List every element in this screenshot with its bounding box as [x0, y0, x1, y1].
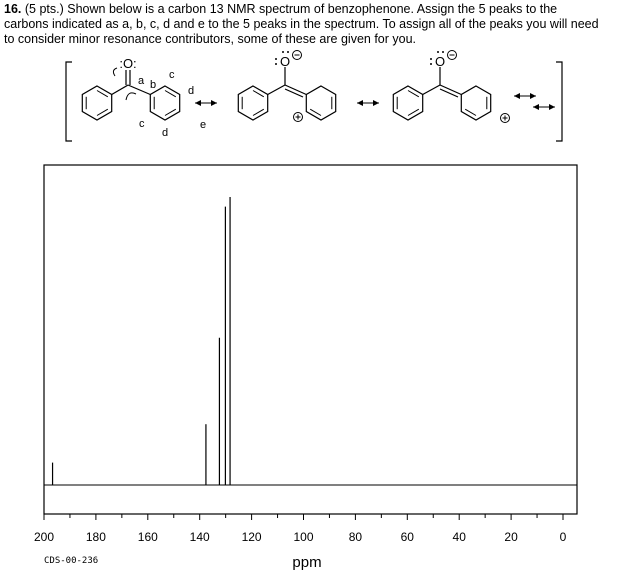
carbon-label: e: [200, 119, 206, 131]
x-tick-label: 80: [349, 530, 363, 544]
charge: [447, 50, 457, 60]
charge: [292, 50, 302, 60]
carbon-label: c: [169, 69, 175, 81]
x-tick-label: 140: [190, 530, 210, 544]
carbon-label: d: [188, 85, 194, 97]
spectrum-code: CDS-00-236: [44, 556, 98, 566]
x-tick-label: 180: [86, 530, 106, 544]
ring: [82, 86, 111, 120]
question-text: (5 pts.) Shown below is a carbon 13 NMR …: [24, 2, 558, 16]
carbon-label: b: [150, 79, 156, 91]
bonds: [111, 70, 151, 96]
curved-arrow: [112, 67, 118, 77]
resonance-arrow: [513, 92, 537, 100]
structures: :O: a b c c d d e O O: [65, 50, 563, 142]
lone-pairs: [275, 51, 289, 65]
spectrum: ppm CDS-00-236 200 180 160 140 120 100 80 60 40 2…: [34, 164, 578, 571]
lone-pairs: [430, 51, 444, 65]
x-tick-label: 60: [401, 530, 415, 544]
ring: [461, 86, 490, 120]
frame: [43, 164, 578, 515]
brackets: [65, 61, 563, 142]
x-tick-label: 20: [504, 530, 518, 544]
x-axis-label: ppm: [292, 554, 321, 571]
x-tick-label: 120: [242, 530, 262, 544]
x-tick-label: 160: [138, 530, 158, 544]
resonance-arrow: [532, 103, 556, 111]
bonds: [267, 67, 307, 98]
ring: [150, 86, 179, 120]
question-line: carbons indicated as a, b, c, d and e to…: [4, 17, 599, 31]
curved-arrow: [125, 92, 137, 101]
ring: [238, 86, 267, 120]
bonds: [422, 67, 462, 98]
resonance-arrow: [194, 99, 218, 107]
resonance-arrow: [356, 99, 380, 107]
carbon-label: d: [162, 127, 168, 139]
oxygen: O: [435, 54, 445, 69]
question-line: 16. (5 pts.) Shown below is a carbon 13 …: [4, 2, 557, 16]
ring: [306, 86, 335, 120]
oxygen: :O:: [119, 56, 136, 71]
oxygen: O: [280, 54, 290, 69]
charge: [293, 112, 303, 122]
question-line: to consider minor resonance contributors…: [4, 32, 417, 46]
x-tick-label: 0: [560, 530, 567, 544]
x-tick-label: 40: [453, 530, 467, 544]
charge: [500, 113, 510, 123]
x-tick-label: 200: [34, 530, 54, 544]
carbon-label: a: [138, 75, 145, 87]
carbon-label: c: [139, 118, 145, 130]
ring: [393, 86, 422, 120]
question-number: 16.: [4, 2, 22, 16]
x-tick-label: 100: [293, 530, 313, 544]
